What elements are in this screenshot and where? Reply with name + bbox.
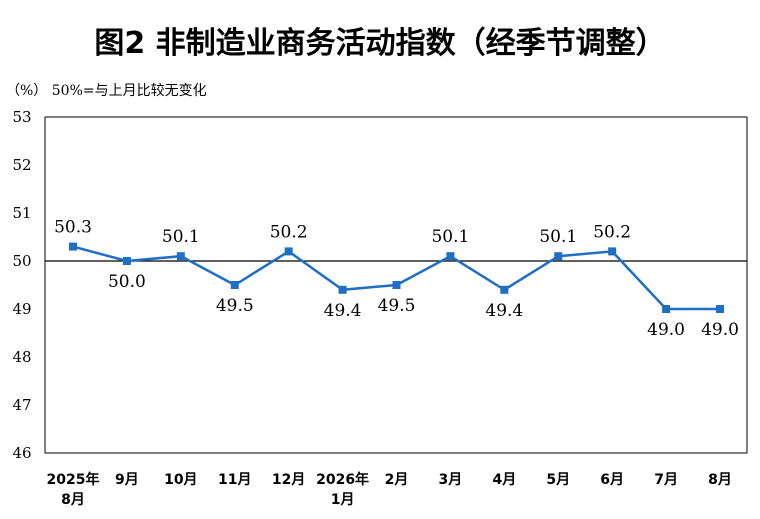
data-label: 50.3 bbox=[54, 218, 92, 238]
data-label: 50.1 bbox=[431, 227, 469, 247]
x-tick-label: 6月 bbox=[600, 472, 624, 488]
x-tick-label: 9月 bbox=[115, 472, 139, 488]
y-tick-label: 53 bbox=[12, 108, 31, 126]
data-label: 49.5 bbox=[378, 296, 416, 316]
data-point bbox=[176, 252, 185, 261]
data-label: 50.2 bbox=[270, 222, 308, 242]
x-tick-label: 12月 bbox=[272, 472, 305, 488]
y-tick-label: 49 bbox=[12, 300, 31, 318]
y-tick-label: 48 bbox=[12, 348, 31, 366]
chart-title: 图2 非制造业商务活动指数（经季节调整） bbox=[94, 26, 666, 61]
data-label: 50.2 bbox=[593, 222, 631, 242]
data-point bbox=[500, 285, 509, 294]
unit-note: （%） 50%=与上月比较无变化 bbox=[6, 83, 207, 99]
data-label: 49.4 bbox=[485, 301, 523, 321]
data-label: 49.4 bbox=[324, 301, 362, 321]
x-tick-label: 2025年 bbox=[47, 471, 100, 488]
y-tick-label: 52 bbox=[12, 156, 31, 174]
y-tick-label: 50 bbox=[12, 252, 31, 270]
y-tick-label: 47 bbox=[12, 396, 31, 414]
y-tick-label: 51 bbox=[12, 204, 31, 222]
data-point bbox=[284, 247, 293, 256]
x-tick-label: 11月 bbox=[218, 472, 251, 488]
x-tick-label: 5月 bbox=[546, 472, 570, 488]
x-tick-label: 2026年 bbox=[316, 471, 369, 488]
x-tick-label: 3月 bbox=[439, 472, 463, 488]
data-point bbox=[338, 285, 347, 294]
data-point bbox=[122, 257, 131, 265]
data-point bbox=[69, 242, 77, 251]
data-point bbox=[662, 305, 671, 313]
data-label: 50.0 bbox=[108, 272, 146, 292]
data-label: 50.1 bbox=[162, 227, 200, 247]
data-point bbox=[608, 247, 617, 256]
data-label: 49.0 bbox=[701, 320, 739, 340]
x-tick-label: 8月 bbox=[708, 472, 732, 488]
data-point bbox=[230, 281, 239, 289]
x-tick-label: 1月 bbox=[331, 492, 355, 508]
data-point bbox=[392, 281, 401, 289]
x-tick-label: 8月 bbox=[61, 492, 85, 508]
x-tick-label: 10月 bbox=[164, 472, 197, 488]
data-label: 50.1 bbox=[539, 227, 577, 247]
data-label: 49.0 bbox=[647, 320, 685, 340]
y-tick-label: 46 bbox=[12, 444, 31, 462]
data-point bbox=[446, 252, 455, 261]
data-point bbox=[554, 252, 563, 261]
x-tick-label: 7月 bbox=[654, 472, 678, 488]
data-point bbox=[716, 305, 724, 313]
data-label: 49.5 bbox=[216, 296, 254, 316]
x-tick-label: 4月 bbox=[492, 472, 516, 488]
x-tick-label: 2月 bbox=[385, 472, 409, 488]
